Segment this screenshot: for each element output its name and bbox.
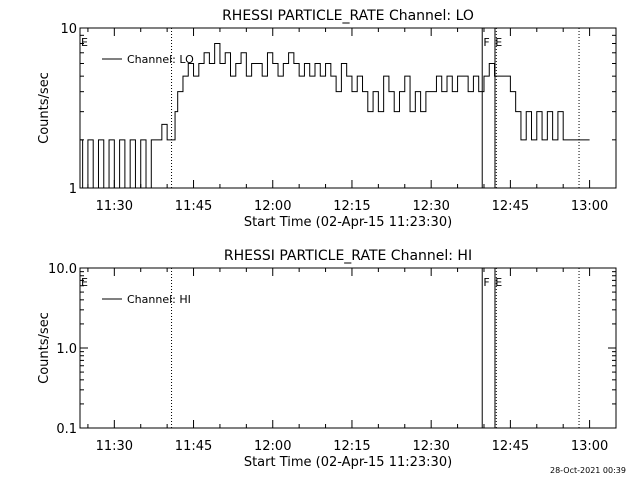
lo-x-tick-label: 12:00 [254,199,291,214]
lo-legend-label: Channel: LO [127,53,194,66]
lo-x-tick-label: 12:45 [492,199,529,214]
lo-flag-e: E [495,36,502,49]
hi-x-tick-label: 11:45 [175,439,212,454]
hi-x-tick-label: 12:00 [254,439,291,454]
lo-flag-f: F [483,36,489,49]
hi-flag-f: F [483,276,489,289]
hi-panel [79,267,617,429]
lo-flag-e: E [81,36,88,49]
hi-flag-e: E [81,276,88,289]
lo-x-tick-label: 12:15 [333,199,370,214]
lo-x-tick-label: 12:30 [412,199,449,214]
hi-y-tick-label: 10.0 [48,262,77,277]
lo-y-tick-label: 1 [69,182,77,197]
lo-x-axis-label: Start Time (02-Apr-15 11:23:30) [244,215,452,230]
hi-y-tick-label: 0.1 [56,422,77,437]
lo-y-axis-label: Counts/sec [37,72,52,144]
lo-series-line [80,43,590,189]
hi-plot-frame [79,267,617,429]
lo-y-tick-label: 10 [60,22,77,37]
hi-x-tick-label: 12:30 [412,439,449,454]
lo-x-tick-label: 11:30 [96,199,133,214]
hi-y-tick-label: 1.0 [56,342,77,357]
hi-y-axis-label: Counts/sec [37,312,52,384]
lo-panel [79,27,617,189]
lo-chart-title: RHESSI PARTICLE_RATE Channel: LO [222,8,474,24]
hi-flag-e: E [495,276,502,289]
hi-x-tick-label: 11:30 [96,439,133,454]
footer-timestamp: 28-Oct-2021 00:39 [550,466,626,475]
lo-x-tick-label: 13:00 [571,199,608,214]
hi-x-axis-label: Start Time (02-Apr-15 11:23:30) [244,455,452,470]
lo-plot-frame [79,27,617,189]
hi-legend-label: Channel: HI [127,293,191,306]
hi-x-tick-label: 12:15 [333,439,370,454]
hi-x-tick-label: 12:45 [492,439,529,454]
hi-chart-title: RHESSI PARTICLE_RATE Channel: HI [224,248,472,264]
hi-x-tick-label: 13:00 [571,439,608,454]
lo-x-tick-label: 11:45 [175,199,212,214]
